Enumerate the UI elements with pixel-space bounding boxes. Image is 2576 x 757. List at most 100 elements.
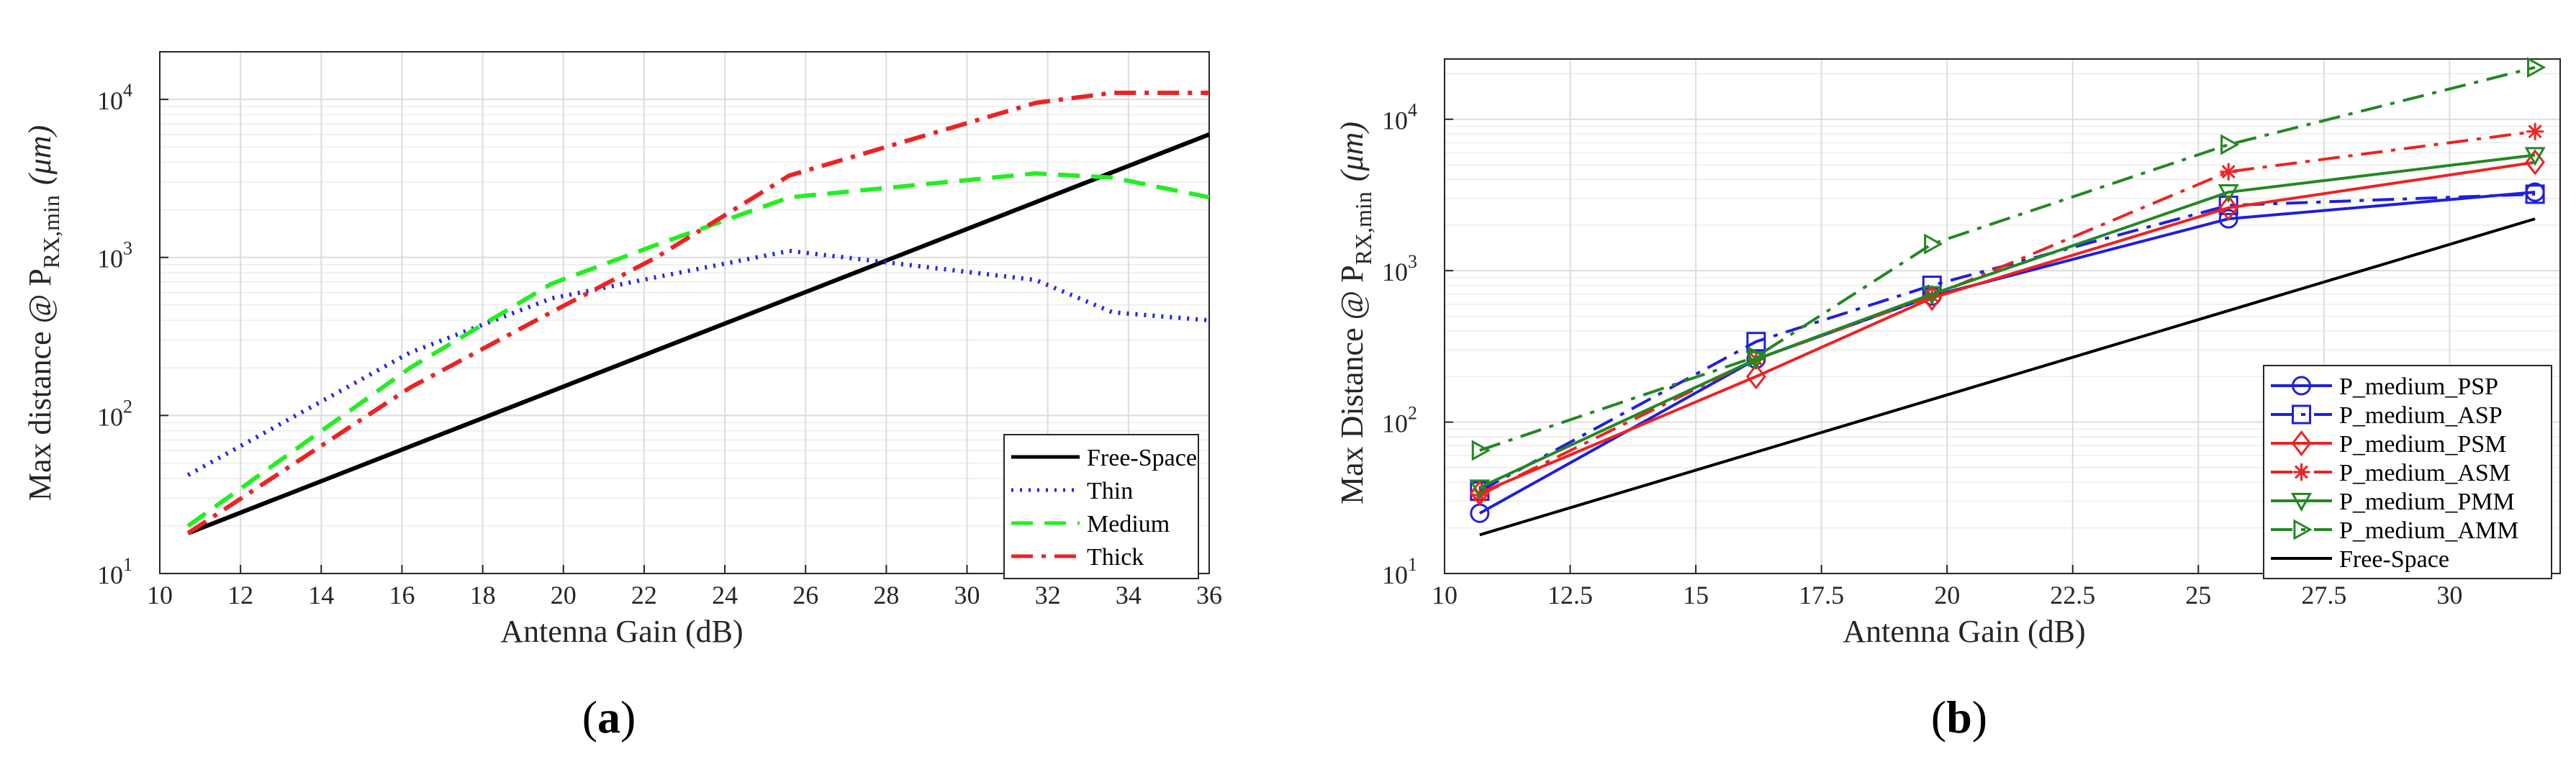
x-tick-label: 28: [873, 581, 899, 609]
marker-stroke: [2221, 165, 2236, 179]
legend-entry-label: P_medium_AMM: [2339, 517, 2518, 544]
caption-close: ): [1972, 692, 1987, 743]
series-free-space: [1479, 217, 2536, 537]
x-tick-label: 22: [631, 581, 657, 609]
data-point-marker: [1745, 363, 1766, 390]
x-tick-label: 24: [712, 581, 738, 609]
x-tick-label: 30: [954, 581, 980, 609]
y-tick-label: 104: [1382, 100, 1417, 135]
x-tick-label: 36: [1196, 581, 1222, 609]
data-point-marker: [2525, 184, 2545, 204]
legend-entry-label: P_medium_ASM: [2339, 460, 2511, 486]
data-point-marker: [2218, 209, 2238, 229]
data-point-marker: [1924, 233, 1943, 255]
caption-open: (: [582, 692, 597, 743]
series-thick: [186, 91, 1209, 535]
legend-entry-label: Medium: [1087, 511, 1170, 538]
caption-open: (: [1931, 692, 1946, 743]
y-tick-label: 101: [1382, 554, 1417, 589]
legend-marker: [2293, 519, 2313, 540]
series-line: [1478, 192, 2536, 493]
series-free-space: [187, 132, 1211, 535]
x-tick-label: 34: [1116, 581, 1142, 609]
x-tick-label: 30: [2436, 581, 2462, 609]
y-tick-label: 102: [1382, 403, 1417, 438]
series-p-medium-amm: [1471, 57, 2546, 461]
y-tick-label: 104: [97, 80, 132, 115]
y-tick-exponent: 4: [123, 80, 132, 101]
series-thin: [186, 248, 1210, 477]
y-axis-label-main: Max Distance @ P: [1334, 265, 1370, 504]
y-tick-exponent: 1: [1408, 554, 1417, 575]
x-tick-label: 32: [1035, 581, 1061, 609]
y-tick-label: 103: [97, 238, 132, 273]
series-line: [186, 171, 1210, 528]
series-line: [187, 132, 1211, 535]
y-tick-exponent: 4: [1408, 100, 1417, 121]
series-line: [186, 248, 1210, 477]
y-tick-exponent: 3: [1408, 251, 1417, 272]
y-axis-label: Max distance @ PRX,min (μm): [22, 125, 64, 501]
series-line: [1479, 153, 2536, 489]
legend-entry-label: P_medium_PSP: [2339, 373, 2498, 400]
panel-caption: (a): [582, 692, 636, 743]
data-point-marker: [2525, 149, 2545, 176]
caption-letter: b: [1946, 692, 1972, 743]
y-tick-exponent: 2: [1408, 403, 1417, 424]
chart-panel-a: 10 12 14 16 18 20 22 24 26 28 30 32 34 36101102103104…: [22, 51, 1222, 743]
y-axis-label-unit: (μm): [1334, 122, 1370, 181]
legend-marker: [2292, 376, 2311, 396]
caption-letter: a: [597, 692, 620, 743]
y-tick-exponent: 3: [123, 238, 132, 259]
series-line: [1479, 65, 2536, 452]
data-point-marker: [2524, 147, 2546, 166]
x-axis-label: Antenna Gain (dB): [500, 614, 743, 649]
legend-marker: [2292, 463, 2310, 481]
legend-box: [2263, 365, 2552, 579]
y-axis-label-main: Max distance @ P: [22, 268, 58, 501]
legend: Free-Space Thin Medium Thick: [1003, 434, 1199, 579]
chart-panel-b: 10 12.5 15 17.5 20 22.5 25 27.5 30 101 102 103 104 An…: [1334, 57, 2561, 743]
plot-frame: [1444, 58, 2561, 574]
data-point-marker: [2526, 57, 2546, 78]
y-tick-label: 102: [97, 396, 132, 431]
data-point-marker: [1471, 440, 1491, 461]
x-tick-label: 22.5: [2050, 581, 2095, 609]
series-line: [1479, 217, 2536, 537]
y-axis-label-unit: (μm): [22, 125, 58, 185]
y-tick-exponent: 2: [123, 396, 132, 417]
legend-marker: [2290, 492, 2313, 512]
y-tick-label: 101: [97, 554, 132, 589]
legend-entry-label: P_medium_PMM: [2339, 489, 2515, 515]
legend-entry-label: Thin: [1087, 478, 1133, 504]
caption-close: ): [620, 692, 636, 743]
data-point-marker: [2220, 134, 2240, 155]
x-tick-label: 20: [551, 581, 577, 609]
x-tick-label: 27.5: [2301, 581, 2346, 609]
legend-marker: [2292, 404, 2311, 425]
x-axis-label: Antenna Gain (dB): [1843, 614, 2085, 649]
y-axis-label-subscript: RX,min: [38, 195, 64, 268]
x-tick-label: 26: [792, 581, 818, 609]
legend-entry-label: P_medium_ASP: [2339, 402, 2503, 429]
series-p-medium-pmm: [1469, 147, 2546, 499]
data-point-marker: [2218, 183, 2239, 204]
data-point-marker: [2526, 122, 2544, 140]
marker-stroke: [2528, 124, 2542, 139]
plot-frame: [159, 51, 1210, 574]
data-point-marker: [1469, 479, 1491, 499]
legend: P_medium_PSPP_medium_ASPP_medium_PSMP_me…: [2263, 365, 2552, 579]
data-point-marker: [1921, 286, 1943, 305]
marker-stroke: [2294, 465, 2309, 479]
y-tick-label: 103: [1382, 251, 1417, 286]
series-medium: [186, 171, 1210, 528]
x-tick-label: 10: [1432, 581, 1458, 609]
x-tick-label: 17.5: [1799, 581, 1844, 609]
data-point-marker: [2218, 194, 2239, 221]
legend-entry-label: P_medium_PSM: [2339, 431, 2506, 458]
x-tick-label: 18: [470, 581, 496, 609]
panel-caption: (b): [1931, 692, 1987, 743]
data-point-marker: [2220, 163, 2238, 181]
legend-marker: [2291, 430, 2312, 457]
